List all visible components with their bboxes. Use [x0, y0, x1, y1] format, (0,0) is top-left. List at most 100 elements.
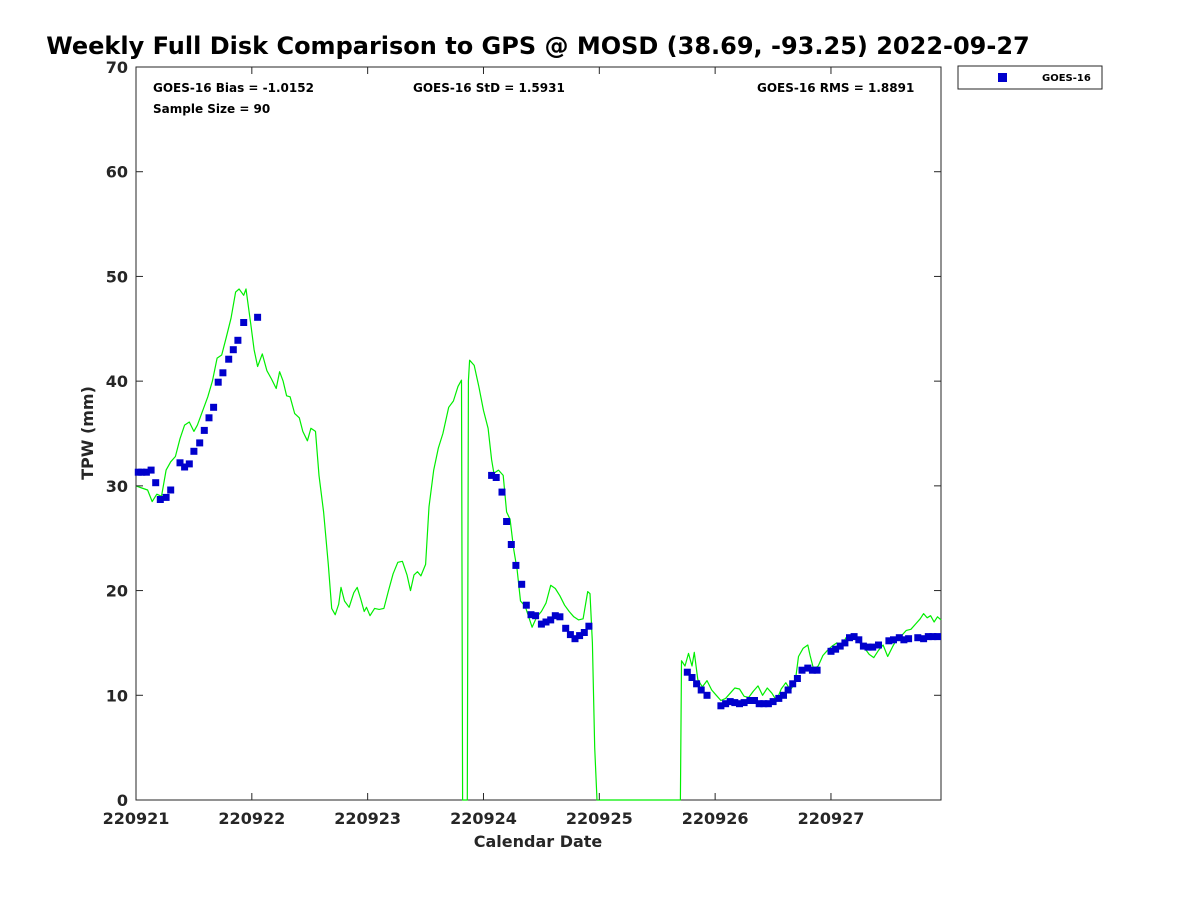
goes16-point-17	[219, 369, 227, 377]
x-axis-ticks: 220921 220922 220923 220924 220925 220926 2209…	[103, 67, 865, 828]
legend: GOES-16	[957, 65, 1103, 90]
goes16-point-39	[566, 631, 574, 639]
goes16-point-1	[138, 468, 146, 476]
sample-size-stat: Sample Size = 90	[153, 102, 270, 116]
legend-marker	[998, 73, 1007, 82]
goes16-point-12	[196, 439, 204, 447]
goes16-point-53	[736, 700, 743, 708]
goes16-point-46	[693, 680, 701, 688]
goes16-point-62	[780, 691, 787, 699]
goes16-point-81	[885, 637, 893, 645]
x-tick-label-6: 220927	[798, 809, 865, 828]
goes16-series-markers	[134, 313, 941, 710]
goes16-point-88	[924, 633, 932, 641]
goes16-point-27	[507, 541, 515, 548]
goes16-point-58	[760, 700, 768, 708]
goes16-point-31	[527, 611, 535, 619]
goes16-point-21	[240, 319, 248, 326]
goes16-point-28	[512, 561, 520, 569]
goes16-point-16	[214, 378, 222, 386]
goes16-point-75	[850, 633, 858, 641]
goes16-point-61	[775, 694, 783, 702]
goes16-point-5	[156, 496, 164, 503]
goes16-point-52	[731, 699, 739, 707]
goes16-point-68	[808, 666, 816, 674]
goes16-point-29	[518, 580, 526, 588]
y-tick-label-40: 40	[106, 372, 128, 391]
goes16-point-85	[905, 635, 913, 643]
y-axis-ticks: 0 10 20 30 40 50 60 70	[106, 58, 941, 810]
goes16-point-77	[859, 642, 867, 650]
goes16-point-48	[703, 691, 711, 699]
chart-title: Weekly Full Disk Comparison to GPS @ MOS…	[46, 32, 1029, 60]
goes16-point-32	[532, 612, 540, 620]
rms-stat: GOES-16 RMS = 1.8891	[757, 81, 914, 95]
goes16-point-64	[789, 680, 797, 688]
y-tick-label-20: 20	[106, 582, 128, 601]
goes16-point-83	[895, 634, 903, 642]
bias-stat: GOES-16 Bias = -1.0152	[153, 81, 314, 95]
goes16-point-8	[176, 459, 184, 467]
goes16-point-69	[813, 666, 821, 674]
y-tick-label-0: 0	[117, 791, 128, 810]
goes16-point-56	[751, 697, 758, 704]
goes16-point-35	[547, 616, 555, 624]
x-tick-label-1: 220922	[218, 809, 285, 828]
gps-series-line	[135, 288, 942, 801]
x-axis-label: Calendar Date	[474, 832, 603, 851]
goes16-point-14	[205, 414, 213, 422]
goes16-point-13	[200, 426, 208, 434]
goes16-point-89	[929, 633, 937, 641]
goes16-point-41	[576, 632, 584, 640]
goes16-point-86	[914, 634, 922, 642]
goes16-point-90	[934, 633, 941, 641]
goes16-point-45	[688, 674, 696, 681]
goes16-point-73	[841, 639, 849, 647]
gps-line	[135, 288, 942, 801]
goes16-point-3	[147, 466, 155, 474]
goes16-point-34	[542, 618, 550, 626]
goes16-point-2	[142, 468, 150, 476]
x-tick-label-4: 220925	[566, 809, 633, 828]
goes16-point-76	[855, 636, 863, 644]
x-tick-label-2: 220923	[334, 809, 401, 828]
std-stat: GOES-16 StD = 1.5931	[413, 81, 565, 95]
y-tick-label-10: 10	[106, 686, 128, 705]
plot-area	[135, 66, 942, 801]
goes16-point-44	[683, 668, 691, 676]
goes16-point-66	[798, 666, 806, 674]
goes16-point-80	[875, 641, 882, 649]
goes16-point-57	[755, 700, 763, 708]
y-tick-label-60: 60	[106, 163, 128, 182]
legend-label: GOES-16	[1042, 73, 1091, 84]
y-axis-label: TPW (mm)	[78, 386, 97, 480]
goes16-point-42	[580, 629, 588, 636]
goes16-point-54	[740, 699, 748, 707]
goes16-point-72	[836, 642, 844, 650]
goes16-point-74	[846, 634, 853, 642]
goes16-point-23	[488, 471, 496, 479]
goes16-point-20	[234, 336, 242, 344]
goes16-point-87	[920, 635, 928, 643]
goes16-point-84	[900, 636, 908, 644]
goes16-point-78	[864, 643, 872, 651]
y-tick-label-30: 30	[106, 477, 128, 496]
goes16-point-43	[585, 622, 593, 630]
goes16-point-65	[793, 675, 801, 682]
goes16-point-59	[764, 700, 772, 708]
goes16-point-7	[167, 486, 175, 494]
x-tick-label-3: 220924	[450, 809, 517, 828]
goes16-point-50	[722, 700, 730, 708]
goes16-point-71	[832, 645, 840, 653]
goes16-point-15	[210, 403, 218, 411]
goes16-point-36	[551, 612, 559, 620]
goes16-point-79	[869, 643, 877, 651]
goes16-point-18	[225, 355, 233, 363]
x-tick-label-5: 220926	[682, 809, 749, 828]
goes16-point-25	[498, 488, 506, 496]
goes16-point-70	[827, 647, 835, 655]
goes16-point-9	[181, 463, 189, 471]
goes16-point-63	[784, 686, 792, 694]
goes16-point-40	[571, 635, 579, 643]
